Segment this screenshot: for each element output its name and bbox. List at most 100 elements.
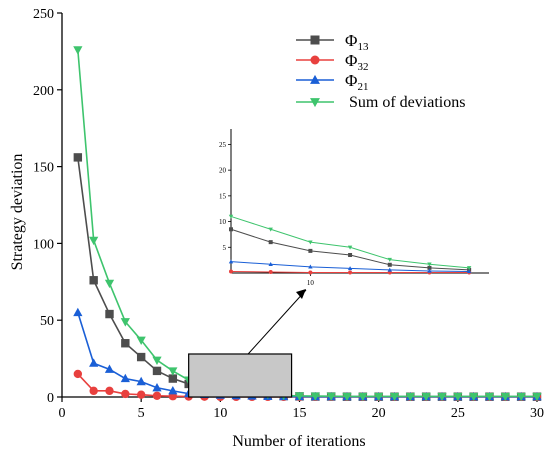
data-point (120, 318, 130, 327)
zoom-region-box (188, 353, 293, 398)
zoom-callout (188, 289, 307, 398)
inset-data-point (427, 265, 432, 270)
data-point (136, 352, 146, 362)
legend-label: Φ13 (345, 31, 369, 53)
inset-data-point (228, 214, 234, 219)
legend-marker (310, 55, 320, 65)
data-point (152, 366, 162, 376)
data-point (136, 390, 146, 399)
inset-data-point (387, 257, 392, 262)
inset-data-point (268, 269, 273, 274)
zoom-arrow-head (296, 289, 306, 299)
data-point (121, 389, 130, 399)
data-point (105, 386, 114, 396)
y-tick-label: 50 (40, 314, 54, 329)
inset-data-point (268, 227, 273, 232)
data-point (358, 392, 368, 402)
inset-data-point (308, 248, 313, 253)
inset-data-point (348, 270, 353, 275)
inset-data-point (229, 227, 233, 232)
y-tick-label: 150 (33, 161, 54, 176)
inset-data-point (228, 259, 234, 264)
data-point (532, 392, 542, 402)
data-point (121, 339, 130, 348)
data-point (294, 392, 305, 401)
data-point (73, 369, 83, 379)
inset-data-point (348, 253, 353, 257)
data-point (405, 392, 415, 402)
legend-marker (310, 98, 320, 108)
data-point (104, 364, 115, 373)
inset-x-tick-label: 10 (307, 279, 315, 287)
data-point (516, 392, 526, 402)
data-point (421, 392, 431, 402)
data-point (484, 392, 495, 402)
data-point (89, 386, 98, 396)
inset-data-point (427, 268, 432, 273)
y-tick-label: 250 (33, 7, 54, 22)
inset-background (231, 129, 489, 273)
inset-data-point (387, 267, 392, 272)
data-point (152, 382, 162, 392)
inset-plot: 5 10 15 20 25 10 (219, 129, 489, 287)
series-line-1 (77, 373, 537, 398)
y-tick-label: 0 (47, 391, 54, 406)
data-point (374, 392, 384, 402)
inset-y-tick-label: 20 (219, 167, 227, 175)
data-point (389, 392, 400, 402)
legend-label: Sum of deviations (349, 94, 465, 111)
x-tick-label: 10 (213, 406, 227, 421)
y-tick-label: 200 (33, 84, 54, 99)
legend-label: Φ21 (345, 71, 368, 93)
inset-data-point (229, 269, 233, 274)
legend-marker (310, 74, 320, 84)
series-line-2 (77, 312, 537, 398)
x-tick-label: 15 (293, 406, 307, 421)
data-point (120, 373, 130, 383)
inset-data-point (427, 262, 432, 267)
data-point (326, 392, 336, 402)
data-point (342, 392, 352, 402)
legend-marker (310, 35, 320, 45)
inset-data-point (466, 269, 472, 274)
data-point (168, 386, 178, 395)
data-point (168, 367, 178, 376)
data-point (136, 336, 146, 345)
inset-y-tick-label: 25 (219, 141, 227, 149)
legend-label: Φ32 (345, 51, 368, 73)
data-point (73, 153, 83, 162)
inset-data-point (268, 261, 273, 266)
data-point (310, 392, 320, 401)
data-point (469, 392, 479, 402)
inset-data-point (387, 262, 392, 267)
inset-data-point (308, 270, 313, 275)
data-point (89, 276, 98, 285)
data-point (136, 376, 146, 386)
data-point (152, 356, 162, 365)
inset-y-tick-label: 15 (219, 192, 227, 200)
data-point (89, 358, 99, 367)
inset-data-point (308, 240, 313, 245)
x-tick-label: 20 (372, 406, 386, 421)
data-point (453, 392, 463, 402)
x-tick-label: 30 (530, 406, 544, 421)
inset-data-point (466, 266, 472, 271)
data-point (168, 374, 178, 383)
data-point (89, 236, 99, 246)
x-tick-label: 25 (451, 406, 465, 421)
x-axis-label: Number of iterations (232, 433, 365, 450)
data-point (105, 309, 114, 319)
data-point (500, 392, 510, 402)
data-point (152, 391, 162, 400)
y-axis-label: Strategy deviation (9, 154, 26, 271)
data-point (437, 392, 447, 402)
inset-y-tick-label: 10 (219, 218, 227, 226)
inset-data-point (347, 245, 353, 250)
zoom-arrow-line (247, 289, 307, 355)
inset-data-point (347, 266, 353, 271)
data-point (73, 46, 83, 55)
x-tick-label: 0 (59, 406, 66, 421)
data-point (73, 307, 83, 317)
